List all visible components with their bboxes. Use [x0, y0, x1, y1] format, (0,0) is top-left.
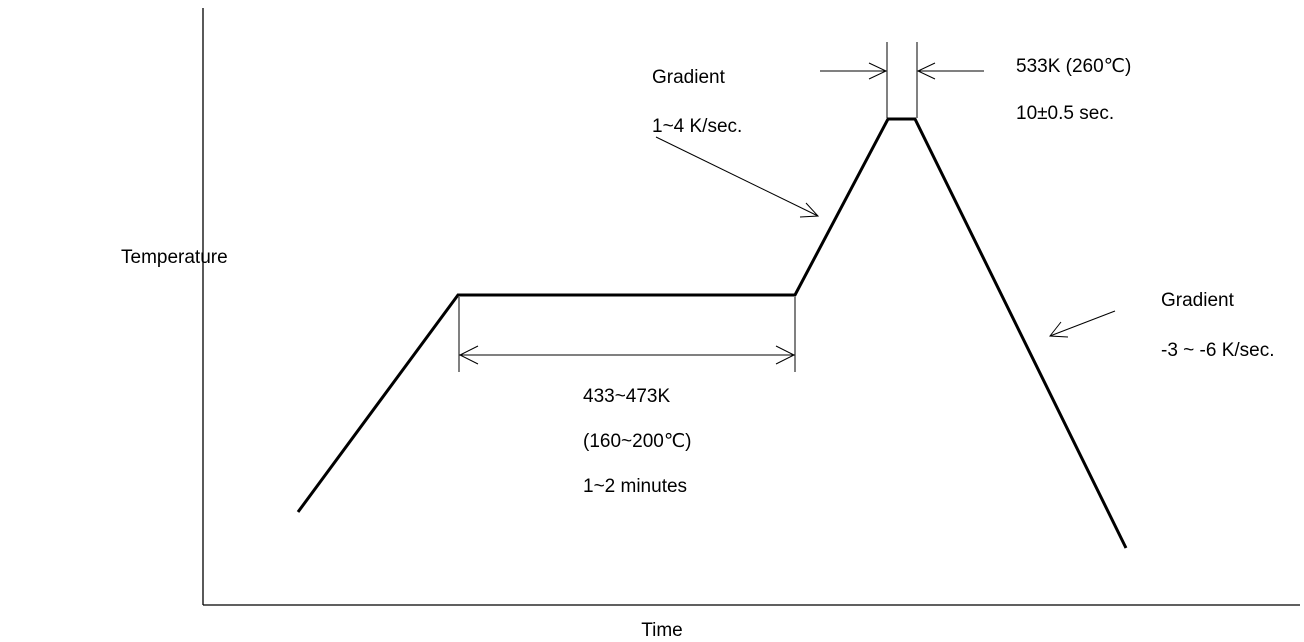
cooling-gradient-value: -3 ~ -6 K/sec.	[1161, 340, 1275, 361]
cooling-gradient-arrow	[1049, 310, 1116, 338]
heating-gradient-arrow	[655, 136, 820, 218]
y-axis-label: Temperature	[121, 247, 228, 268]
soak-duration-label: 1~2 minutes	[583, 476, 687, 497]
heating-gradient-title: Gradient	[652, 67, 726, 88]
temperature-profile-curve	[296, 117, 1128, 549]
heating-gradient-value: 1~4 K/sec.	[652, 116, 742, 137]
soak-duration-double-arrow	[458, 345, 796, 365]
x-axis-label: Time	[641, 620, 683, 641]
peak-duration-right-arrow	[916, 62, 984, 80]
soak-temperature-k-label: 433~473K	[583, 386, 670, 407]
cooling-gradient-title: Gradient	[1161, 290, 1235, 311]
peak-duration-left-arrow	[820, 62, 888, 80]
peak-temperature-label: 533K (260℃)	[1016, 56, 1131, 77]
soak-temperature-c-label: (160~200℃)	[583, 431, 692, 452]
peak-duration-label: 10±0.5 sec.	[1016, 103, 1114, 124]
